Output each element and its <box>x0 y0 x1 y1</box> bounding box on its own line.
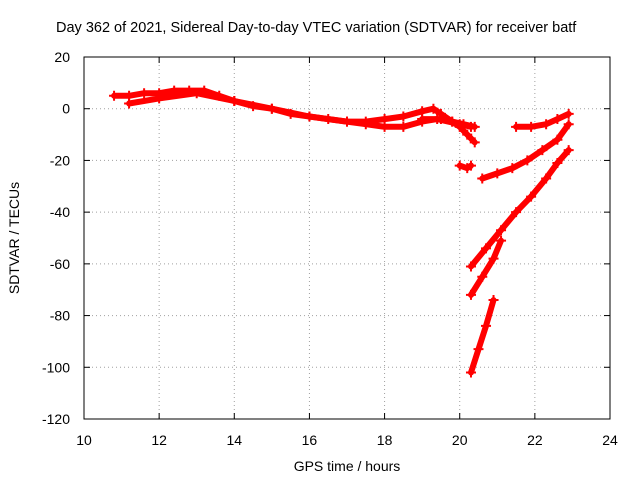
data-point <box>541 119 552 130</box>
x-tick-label: 24 <box>602 432 618 448</box>
grid <box>84 57 610 419</box>
data-point <box>522 155 533 166</box>
data-point <box>481 243 492 254</box>
data-point <box>417 114 428 125</box>
data-point <box>454 160 465 171</box>
y-tick-label: 20 <box>54 49 70 65</box>
data-point <box>488 253 499 264</box>
x-tick-label: 10 <box>76 432 92 448</box>
data-point <box>229 95 240 106</box>
series-trace <box>468 297 497 376</box>
data-point <box>496 225 507 236</box>
x-tick-label: 12 <box>151 432 167 448</box>
data-point <box>488 295 499 306</box>
data-point <box>139 88 150 99</box>
data-point <box>477 271 488 282</box>
series-4 <box>454 160 476 174</box>
data-point <box>154 93 165 104</box>
x-tick-labels: 10 12 14 16 18 20 22 24 <box>76 432 618 448</box>
x-tick-label: 20 <box>452 432 468 448</box>
series-trace <box>468 147 572 270</box>
data-point <box>124 98 135 109</box>
chart-title: Day 362 of 2021, Sidereal Day-to-day VTE… <box>56 20 577 36</box>
data-point <box>526 121 537 132</box>
x-tick-label: 16 <box>302 432 318 448</box>
data-point <box>465 261 476 272</box>
data-point <box>473 344 484 355</box>
x-axis-label: GPS time / hours <box>294 458 401 474</box>
data-point <box>552 158 563 169</box>
data-point <box>496 235 507 246</box>
data-point <box>537 145 548 156</box>
data-point <box>552 134 563 145</box>
series-7 <box>465 145 574 272</box>
data-point <box>398 111 409 122</box>
data-point <box>563 145 574 156</box>
x-tick-label: 14 <box>226 432 242 448</box>
y-tick-labels: -120 -100 -80 -60 -40 -20 0 20 <box>42 49 70 427</box>
series-trace <box>468 237 504 298</box>
data-point <box>469 137 480 148</box>
data-point <box>541 173 552 184</box>
data-point <box>481 320 492 331</box>
y-axis-label: SDTVAR / TECUs <box>6 182 22 294</box>
data-point <box>552 114 563 125</box>
data-point <box>465 160 476 171</box>
data-point <box>469 121 480 132</box>
data-point <box>507 163 518 174</box>
data-point <box>360 116 371 127</box>
series-6 <box>511 108 574 132</box>
data-marks <box>109 85 574 378</box>
y-tick-label: -80 <box>50 308 70 324</box>
x-tick-label: 22 <box>527 432 543 448</box>
x-tick-label: 18 <box>377 432 393 448</box>
data-point <box>462 129 473 140</box>
data-point <box>447 116 458 127</box>
data-point <box>428 103 439 114</box>
plot-frame <box>83 56 611 420</box>
data-point <box>342 116 352 127</box>
y-tick-label: -100 <box>42 359 70 375</box>
data-point <box>304 111 315 122</box>
data-point <box>511 121 522 132</box>
data-point <box>465 289 476 300</box>
y-tick-label: 0 <box>62 101 70 117</box>
y-tick-label: -60 <box>50 256 70 272</box>
data-point <box>477 173 488 184</box>
data-point <box>398 121 409 132</box>
series-9 <box>465 295 499 378</box>
y-tick-label: -40 <box>50 204 70 220</box>
data-point <box>465 367 476 378</box>
axis-ticks <box>83 56 611 420</box>
data-point <box>109 90 120 101</box>
series-3 <box>417 114 480 132</box>
y-tick-label: -20 <box>50 152 70 168</box>
series-8 <box>465 235 507 300</box>
data-point <box>492 168 503 179</box>
data-point <box>563 108 574 119</box>
data-point <box>526 191 537 202</box>
data-point <box>458 119 469 130</box>
data-point <box>191 88 202 99</box>
data-point <box>266 103 277 114</box>
data-point <box>511 207 522 218</box>
data-point <box>563 119 574 130</box>
y-tick-label: -120 <box>42 411 70 427</box>
series-5 <box>477 119 574 184</box>
data-point <box>435 114 446 125</box>
data-point <box>379 114 390 125</box>
